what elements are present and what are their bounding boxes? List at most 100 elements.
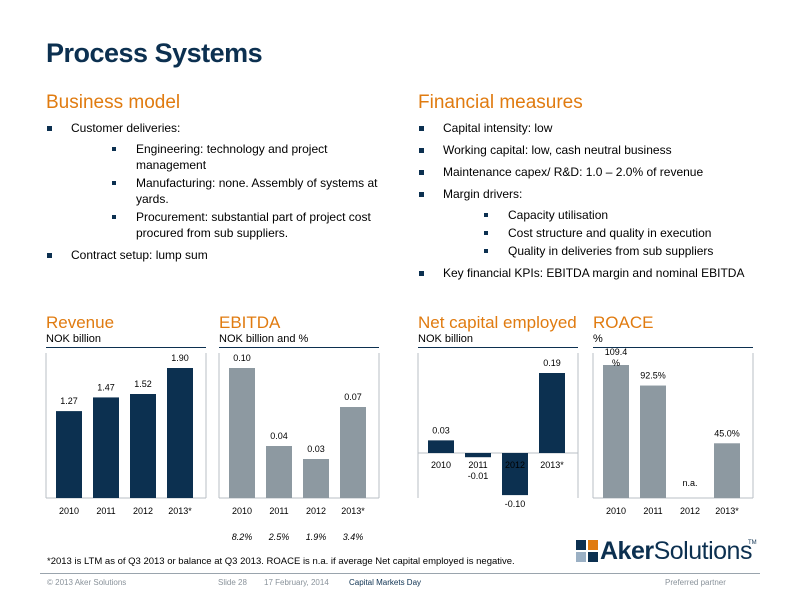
revenue-data-label: 1.52 <box>134 379 152 389</box>
nce-bar <box>539 373 565 453</box>
ebitda-margin-label: 1.9% <box>306 532 327 542</box>
page-title: Process Systems <box>46 38 263 68</box>
financial-measures-sub-bullet: Quality in deliveries from sub suppliers <box>483 243 758 259</box>
business-model-bullet-text: Customer deliveries: <box>71 121 181 135</box>
ebitda-margin-label: 2.5% <box>268 532 290 542</box>
financial-measures-bullet-text: Working capital: low, cash neutral busin… <box>443 143 672 157</box>
ebitda-data-label: 0.10 <box>233 353 251 363</box>
footer-rule <box>40 573 760 574</box>
revenue-chart-title: Revenue <box>46 313 115 332</box>
ebitda-chart-rule <box>219 347 379 348</box>
charts-canvas: 1.27 2010 1.47 2011 1.52 2012 1.90 2013* 0.10 201… <box>45 347 754 542</box>
ebitda-margin-label: 3.4% <box>343 532 364 542</box>
financial-measures-bullet: Key financial KPIs: EBITDA margin and no… <box>418 265 758 281</box>
footnote: *2013 is LTM as of Q3 2013 or balance at… <box>47 556 515 567</box>
roace-bar <box>714 443 740 498</box>
roace-data-label: 45.0% <box>714 428 740 438</box>
nce-data-label: 0.03 <box>432 425 450 435</box>
revenue-data-label: 1.90 <box>171 353 189 363</box>
nce-chart-rule <box>418 347 578 348</box>
revenue-bar <box>56 411 82 498</box>
nce-data-label: -0.10 <box>505 499 526 509</box>
ebitda-data-label: 0.07 <box>344 392 362 402</box>
roace-chart-unit: % <box>593 333 603 345</box>
roace-chart-rule <box>593 347 753 348</box>
revenue-tick-label: 2013* <box>168 506 192 516</box>
revenue-data-label: 1.27 <box>60 396 78 406</box>
business-model-sub-bullet: Procurement: substantial part of project… <box>111 209 386 241</box>
roace-data-label: 92.5% <box>640 371 666 381</box>
revenue-data-label: 1.47 <box>97 382 115 392</box>
roace-chart-title: ROACE <box>593 313 654 332</box>
nce-data-label: -0.01 <box>468 471 489 481</box>
aker-logo-text: AkerSolutions <box>600 537 752 565</box>
revenue-tick-label: 2011 <box>96 506 115 516</box>
footer-slide-number: Slide 28 <box>218 578 247 587</box>
nce-bar <box>428 440 454 453</box>
nce-data-label: 0.19 <box>543 358 561 368</box>
business-model-list: Customer deliveries: Engineering: technol… <box>46 120 386 269</box>
nce-bar <box>465 453 491 458</box>
financial-measures-heading: Financial measures <box>418 92 583 113</box>
business-model-heading: Business model <box>46 92 181 113</box>
nce-tick-label: 2011 <box>468 460 487 470</box>
roace-tick-label: 2010 <box>606 506 626 516</box>
business-model-sub-bullet: Manufacturing: none. Assembly of systems… <box>111 175 386 207</box>
footer-event: Capital Markets Day <box>349 578 422 587</box>
business-model-bullet: Customer deliveries: Engineering: technol… <box>46 120 386 241</box>
financial-measures-bullet: Maintenance capex/ R&D: 1.0 – 2.0% of re… <box>418 164 758 180</box>
ebitda-tick-label: 2011 <box>269 506 288 516</box>
financial-measures-list: Capital intensity: low Working capital: l… <box>418 120 758 287</box>
ebitda-data-label: 0.04 <box>270 431 288 441</box>
roace-tick-label: 2011 <box>643 506 662 516</box>
footer-tagline: Preferred partner <box>665 578 726 587</box>
business-model-sub-bullet: Engineering: technology and project mana… <box>111 141 386 173</box>
financial-measures-sub-bullet: Capacity utilisation <box>483 207 758 223</box>
roace-bar <box>640 385 666 498</box>
revenue-tick-label: 2012 <box>133 506 153 516</box>
revenue-bar <box>130 394 156 498</box>
ebitda-bar <box>229 368 255 498</box>
nce-chart-unit: NOK billion <box>418 333 474 345</box>
revenue-tick-label: 2010 <box>59 506 79 516</box>
ebitda-bar <box>266 446 292 498</box>
revenue-bar <box>93 397 119 498</box>
financial-measures-bullet-text: Margin drivers: <box>443 187 523 201</box>
revenue-bar <box>167 368 193 498</box>
financial-measures-sub-bullet: Cost structure and quality in execution <box>483 225 758 241</box>
footer-copyright: © 2013 Aker Solutions <box>47 578 127 587</box>
nce-bar <box>502 453 528 496</box>
ebitda-tick-label: 2012 <box>306 506 326 516</box>
financial-measures-sub-list: Capacity utilisation Cost structure and q… <box>443 207 758 259</box>
ebitda-tick-label: 2010 <box>232 506 252 516</box>
financial-measures-bullet: Capital intensity: low <box>418 120 758 136</box>
ebitda-margin-label: 8.2% <box>232 532 253 542</box>
financial-measures-bullet-text: Key financial KPIs: EBITDA margin and no… <box>443 266 745 280</box>
roace-data-label: n.a. <box>682 478 697 488</box>
logo-trademark: TM <box>748 540 757 546</box>
ebitda-bar <box>303 459 329 498</box>
roace-bar <box>603 365 629 498</box>
roace-data-label: 109.4% <box>605 347 628 368</box>
business-model-bullet-text: Contract setup: lump sum <box>71 248 208 262</box>
nce-tick-label: 2013* <box>540 460 564 470</box>
financial-measures-bullet: Working capital: low, cash neutral busin… <box>418 142 758 158</box>
revenue-chart-unit: NOK billion <box>46 333 102 345</box>
ebitda-chart-unit: NOK billion and % <box>219 333 309 345</box>
ebitda-bar <box>340 407 366 498</box>
nce-tick-label: 2012 <box>505 460 525 470</box>
business-model-sub-list: Engineering: technology and project mana… <box>71 141 386 241</box>
nce-tick-label: 2010 <box>431 460 451 470</box>
ebitda-chart-title: EBITDA <box>219 313 281 332</box>
revenue-chart-rule <box>46 347 206 348</box>
roace-tick-label: 2012 <box>680 506 700 516</box>
nce-chart-title: Net capital employed <box>418 313 577 332</box>
footer-date: 17 February, 2014 <box>264 578 329 587</box>
ebitda-data-label: 0.03 <box>307 444 325 454</box>
ebitda-tick-label: 2013* <box>341 506 365 516</box>
business-model-bullet: Contract setup: lump sum <box>46 247 386 263</box>
roace-tick-label: 2013* <box>715 506 739 516</box>
aker-logo-mark-icon <box>576 540 598 567</box>
financial-measures-bullet: Margin drivers: Capacity utilisation Cost … <box>418 186 758 259</box>
financial-measures-bullet-text: Maintenance capex/ R&D: 1.0 – 2.0% of re… <box>443 165 704 179</box>
